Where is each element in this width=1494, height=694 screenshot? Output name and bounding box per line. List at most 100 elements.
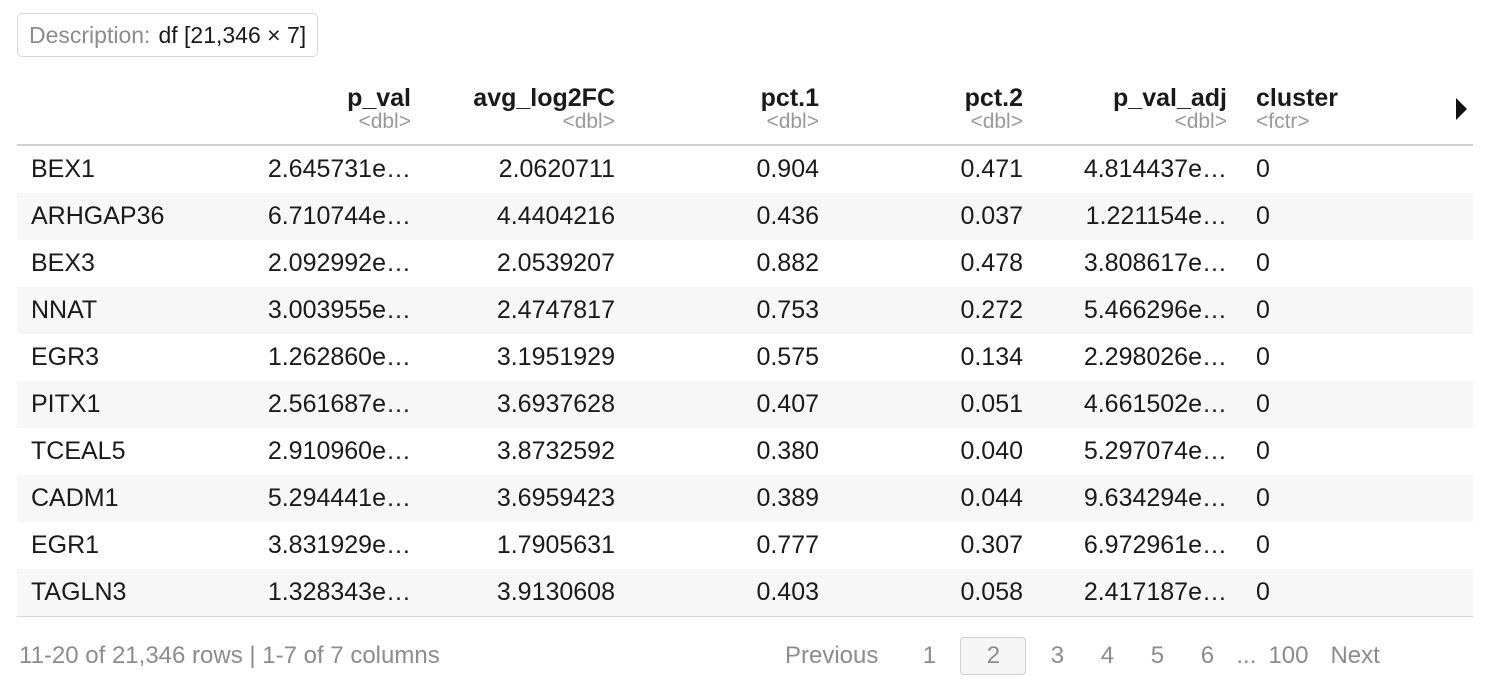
cell-p-val: 6.710744e… bbox=[267, 202, 411, 230]
column-header-pct-2[interactable]: pct.2 <dbl> bbox=[823, 84, 1023, 133]
column-name: p_val bbox=[347, 84, 411, 112]
page-100-button[interactable]: 100 bbox=[1268, 642, 1309, 669]
cell-p-val-adj: 2.417187e… bbox=[1083, 578, 1227, 606]
page-5-button[interactable]: 5 bbox=[1150, 642, 1165, 669]
cell-p-val-adj: 6.972961e… bbox=[1083, 531, 1227, 559]
cell-pct-2: 0.478 bbox=[960, 249, 1023, 277]
cell-pct-1: 0.436 bbox=[756, 202, 819, 230]
cell-p-val: 1.328343e… bbox=[267, 578, 411, 606]
cell-p-val-adj: 2.298026e… bbox=[1083, 343, 1227, 371]
column-name: avg_log2FC bbox=[473, 84, 615, 112]
description-value: df [21,346 × 7] bbox=[158, 21, 307, 48]
column-type: <fctr> bbox=[1256, 110, 1310, 133]
cell-pct-2: 0.272 bbox=[960, 296, 1023, 324]
cell-p-val: 2.645731e… bbox=[267, 155, 411, 183]
cell-avg-log2fc: 3.8732592 bbox=[496, 437, 615, 465]
table-row: TCEAL5 2.910960e… 3.8732592 0.380 0.040 5.297… bbox=[17, 428, 1473, 475]
page-1-button[interactable]: 1 bbox=[922, 642, 937, 669]
next-button[interactable]: Next bbox=[1330, 642, 1380, 669]
cell-pct-1: 0.403 bbox=[756, 578, 819, 606]
row-label: NNAT bbox=[31, 296, 98, 324]
table-header: p_val <dbl> avg_log2FC <dbl> pct.1 <dbl>… bbox=[17, 80, 1473, 146]
cell-pct-1: 0.575 bbox=[756, 343, 819, 371]
column-header-pct-1[interactable]: pct.1 <dbl> bbox=[619, 84, 819, 133]
column-name: p_val_adj bbox=[1113, 84, 1227, 112]
cell-p-val-adj: 1.221154e… bbox=[1085, 202, 1227, 230]
cell-cluster: 0 bbox=[1256, 531, 1270, 559]
cell-p-val-adj: 3.808617e… bbox=[1083, 249, 1227, 277]
column-header-cluster[interactable]: cluster <fctr> bbox=[1256, 84, 1456, 133]
data-table: p_val <dbl> avg_log2FC <dbl> pct.1 <dbl>… bbox=[17, 80, 1473, 617]
cell-p-val-adj: 4.661502e… bbox=[1083, 390, 1227, 418]
cell-p-val: 2.910960e… bbox=[267, 437, 411, 465]
triangle-right-icon[interactable] bbox=[1456, 98, 1467, 120]
table-footer: 11-20 of 21,346 rows | 1-7 of 7 columns … bbox=[17, 636, 1473, 676]
cell-avg-log2fc: 3.1951929 bbox=[496, 343, 615, 371]
row-label: ARHGAP36 bbox=[31, 202, 165, 230]
description-box: Description: df [21,346 × 7] bbox=[17, 13, 319, 57]
cell-pct-2: 0.044 bbox=[960, 484, 1023, 512]
page-4-button[interactable]: 4 bbox=[1100, 642, 1115, 669]
column-header-p-val-adj[interactable]: p_val_adj <dbl> bbox=[1027, 84, 1227, 133]
cell-pct-2: 0.471 bbox=[960, 155, 1023, 183]
previous-button[interactable]: Previous bbox=[785, 642, 879, 669]
cell-p-val-adj: 5.297074e… bbox=[1083, 437, 1227, 465]
cell-avg-log2fc: 3.9130608 bbox=[496, 578, 615, 606]
cell-cluster: 0 bbox=[1256, 484, 1270, 512]
cell-pct-2: 0.037 bbox=[960, 202, 1023, 230]
cell-avg-log2fc: 1.7905631 bbox=[496, 531, 615, 559]
cell-p-val-adj: 9.634294e… bbox=[1083, 484, 1227, 512]
pagination-ellipsis: ... bbox=[1236, 642, 1257, 669]
cell-pct-1: 0.407 bbox=[756, 390, 819, 418]
cell-pct-1: 0.777 bbox=[756, 531, 819, 559]
cell-p-val: 2.561687e… bbox=[267, 390, 411, 418]
page-3-button[interactable]: 3 bbox=[1050, 642, 1065, 669]
page-2-button[interactable]: 2 bbox=[960, 637, 1027, 675]
column-header-p-val[interactable]: p_val <dbl> bbox=[235, 84, 411, 133]
column-name: pct.2 bbox=[964, 84, 1023, 112]
row-label: EGR3 bbox=[31, 343, 100, 371]
table-row: BEX1 2.645731e… 2.0620711 0.904 0.471 4.81443… bbox=[17, 146, 1473, 193]
cell-pct-2: 0.058 bbox=[960, 578, 1023, 606]
column-type: <dbl> bbox=[1174, 110, 1227, 133]
row-label: BEX3 bbox=[31, 249, 95, 277]
cell-cluster: 0 bbox=[1256, 343, 1270, 371]
column-type: <dbl> bbox=[970, 110, 1023, 133]
cell-p-val: 3.831929e… bbox=[267, 531, 411, 559]
cell-p-val: 2.092992e… bbox=[267, 249, 411, 277]
column-header-avg-log2fc[interactable]: avg_log2FC <dbl> bbox=[415, 84, 615, 133]
table-row: EGR3 1.262860e… 3.1951929 0.575 0.134 2.29802… bbox=[17, 334, 1473, 381]
column-type: <dbl> bbox=[358, 110, 411, 133]
cell-cluster: 0 bbox=[1256, 390, 1270, 418]
cell-avg-log2fc: 3.6937628 bbox=[496, 390, 615, 418]
cell-cluster: 0 bbox=[1256, 155, 1270, 183]
row-label: EGR1 bbox=[31, 531, 100, 559]
row-column-info: 11-20 of 21,346 rows | 1-7 of 7 columns bbox=[19, 642, 440, 669]
cell-cluster: 0 bbox=[1256, 437, 1270, 465]
table-row: ARHGAP36 6.710744e… 4.4404216 0.436 0.037 1.2… bbox=[17, 193, 1473, 240]
cell-pct-2: 0.134 bbox=[960, 343, 1023, 371]
row-label: TCEAL5 bbox=[31, 437, 126, 465]
cell-avg-log2fc: 3.6959423 bbox=[496, 484, 615, 512]
table-row: EGR1 3.831929e… 1.7905631 0.777 0.307 6.97296… bbox=[17, 522, 1473, 569]
cell-pct-1: 0.380 bbox=[756, 437, 819, 465]
cell-cluster: 0 bbox=[1256, 202, 1270, 230]
cell-avg-log2fc: 2.4747817 bbox=[496, 296, 615, 324]
cell-p-val: 3.003955e… bbox=[267, 296, 411, 324]
cell-p-val-adj: 4.814437e… bbox=[1083, 155, 1227, 183]
row-label: CADM1 bbox=[31, 484, 119, 512]
cell-pct-2: 0.040 bbox=[960, 437, 1023, 465]
cell-p-val-adj: 5.466296e… bbox=[1083, 296, 1227, 324]
table-row: NNAT 3.003955e… 2.4747817 0.753 0.272 5.46629… bbox=[17, 287, 1473, 334]
cell-cluster: 0 bbox=[1256, 296, 1270, 324]
table-row: BEX3 2.092992e… 2.0539207 0.882 0.478 3.80861… bbox=[17, 240, 1473, 287]
cell-cluster: 0 bbox=[1256, 249, 1270, 277]
cell-pct-2: 0.307 bbox=[960, 531, 1023, 559]
page-6-button[interactable]: 6 bbox=[1200, 642, 1215, 669]
cell-avg-log2fc: 4.4404216 bbox=[496, 202, 615, 230]
column-name: cluster bbox=[1256, 84, 1338, 112]
cell-pct-2: 0.051 bbox=[960, 390, 1023, 418]
description-label: Description: bbox=[29, 21, 151, 48]
column-name: pct.1 bbox=[760, 84, 819, 112]
cell-pct-1: 0.904 bbox=[756, 155, 819, 183]
